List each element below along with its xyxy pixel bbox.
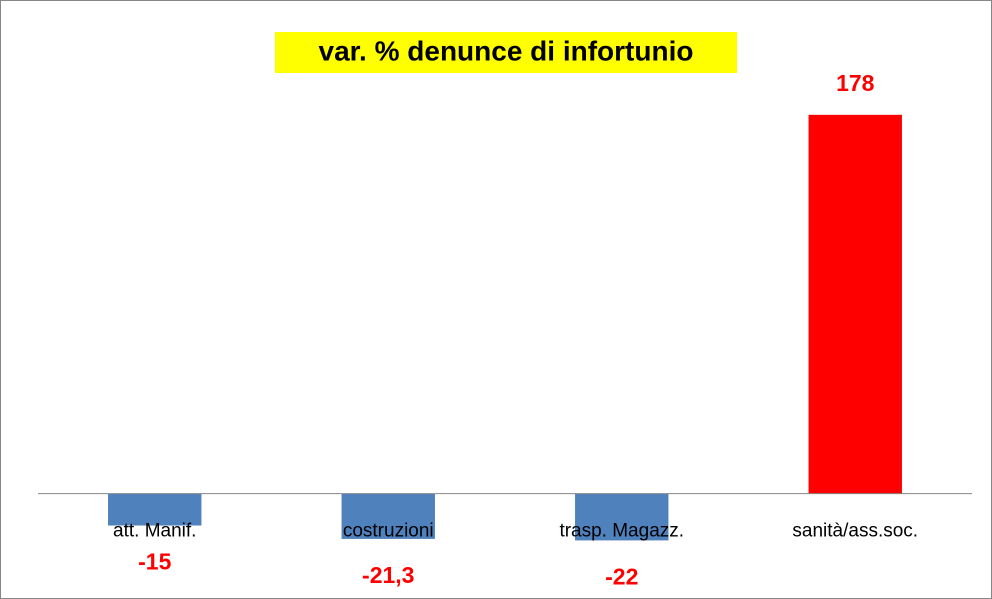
value-label: -15	[138, 549, 171, 575]
chart-title: var. % denunce di infortunio	[319, 35, 694, 66]
value-label: 178	[836, 70, 875, 96]
x-tick-label: costruzioni	[343, 521, 434, 542]
bar	[575, 493, 669, 541]
value-label: -22	[605, 563, 638, 589]
bar	[808, 114, 902, 494]
x-tick-label: att. Manif.	[113, 521, 196, 542]
x-tick-label: sanità/ass.soc.	[792, 521, 918, 542]
bar	[341, 493, 435, 539]
value-label: -21,3	[362, 562, 414, 588]
x-tick-label: trasp. Magazz.	[559, 521, 684, 542]
title-background	[275, 32, 737, 73]
bar	[108, 493, 202, 526]
